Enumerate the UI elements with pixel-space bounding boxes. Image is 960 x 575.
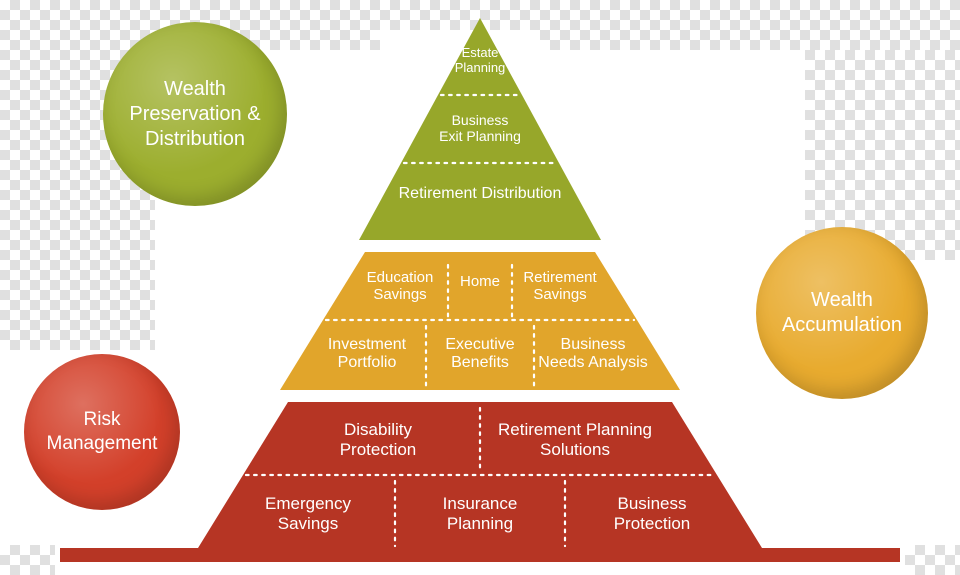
infographic-stage: WealthPreservation &Distribution WealthAc… (0, 0, 960, 575)
category-circle-wealth-preservation: WealthPreservation &Distribution (103, 22, 287, 206)
pyramid-tier2 (280, 320, 680, 390)
pyramid-tier6 (438, 18, 522, 95)
pyramid-tier0 (60, 475, 900, 562)
pyramid-tier3 (323, 252, 637, 320)
category-circle-label: WealthPreservation &Distribution (129, 77, 260, 152)
category-circle-risk-management: RiskManagement (24, 354, 180, 510)
category-circle-label: WealthAccumulation (782, 288, 902, 338)
category-circle-label: RiskManagement (47, 408, 158, 456)
pyramid-tier4 (359, 163, 601, 240)
category-circle-wealth-accumulation: WealthAccumulation (756, 227, 928, 399)
pyramid-tier5 (401, 95, 559, 163)
